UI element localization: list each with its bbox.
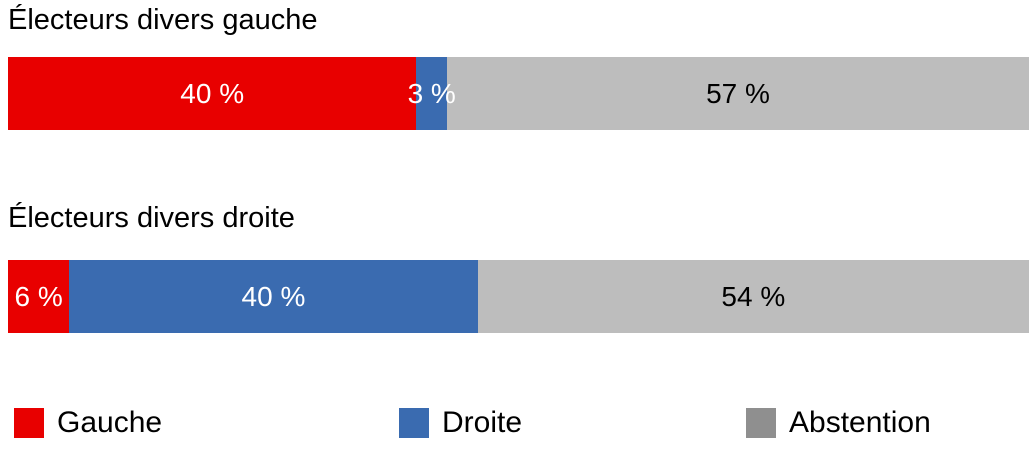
legend-label-droite: Droite: [442, 405, 523, 439]
bar-segment-value-label: 3 %: [407, 77, 456, 109]
category-title-divers-gauche: Électeurs divers gauche: [8, 4, 318, 36]
bar-segment-droite: 40 %: [69, 260, 478, 333]
legend-item-abstention: Abstention: [746, 406, 931, 439]
bar-segment-value-label: 40 %: [180, 77, 245, 109]
legend-swatch-droite: [399, 407, 429, 438]
legend-swatch-gauche: [14, 407, 44, 438]
bar-segment-abstention: 54 %: [477, 260, 1029, 333]
legend-item-droite: Droite: [399, 406, 522, 439]
chart-legend: Gauche Droite Abstention: [0, 406, 1035, 439]
bar-segment-value-label: 6 %: [14, 280, 63, 312]
legend-item-gauche: Gauche: [14, 406, 162, 439]
legend-label-gauche: Gauche: [57, 405, 163, 439]
bar-segment-gauche: 40 %: [8, 57, 417, 130]
legend-label-abstention: Abstention: [789, 405, 931, 439]
bar-segment-value-label: 40 %: [241, 280, 306, 312]
bar-segment-droite: 3 %: [408, 57, 456, 130]
bar-segment-value-label: 54 %: [721, 280, 786, 312]
bar-segment-abstention: 57 %: [447, 57, 1029, 130]
category-title-divers-droite: Électeurs divers droite: [8, 202, 295, 234]
bar-divers-gauche: 40 % 3 % 57 %: [8, 57, 1029, 130]
bar-segment-value-label: 57 %: [706, 77, 770, 109]
legend-swatch-abstention: [746, 407, 776, 438]
bar-segment-gauche: 6 %: [8, 260, 70, 333]
bar-divers-droite: 6 % 40 % 54 %: [8, 260, 1029, 333]
